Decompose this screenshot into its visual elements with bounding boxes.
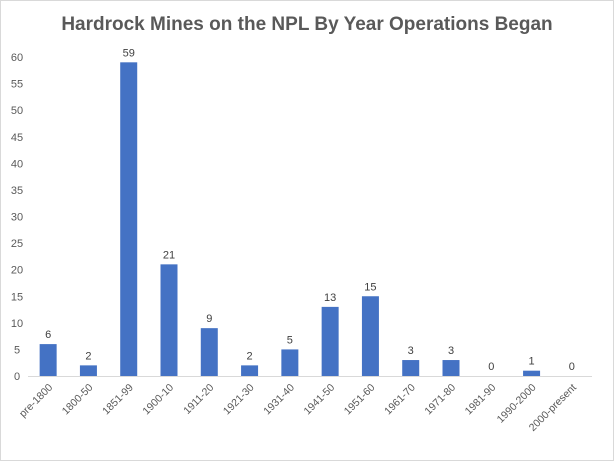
x-tick-label: 1951-60: [342, 382, 378, 418]
chart-title: Hardrock Mines on the NPL By Year Operat…: [61, 14, 553, 35]
data-label: 5: [287, 334, 293, 346]
bars: [39, 62, 541, 377]
bar: [200, 328, 218, 376]
bar: [39, 344, 57, 376]
x-tick-label: 1971-80: [422, 382, 458, 418]
data-label: 6: [45, 329, 51, 341]
x-tick-label: 1961-70: [382, 382, 418, 418]
bar: [160, 264, 178, 376]
x-tick-label: 1800-50: [60, 382, 96, 418]
data-label: 59: [123, 47, 135, 59]
x-tick-label: pre-1800: [17, 382, 55, 420]
x-tick-label: 1981-90: [463, 382, 499, 418]
data-label: 1: [529, 356, 535, 368]
y-tick-label: 35: [11, 185, 23, 197]
x-axis-ticks: pre-1800 1800-50 1851-99 1900-10 1911-20 1921…: [17, 382, 579, 434]
data-label: 3: [408, 345, 414, 357]
bar: [361, 296, 379, 376]
bar: [281, 349, 299, 376]
x-tick-label: 1931-40: [261, 382, 297, 418]
data-label: 0: [569, 361, 575, 373]
y-tick-label: 45: [11, 132, 23, 144]
y-tick-label: 5: [14, 344, 20, 356]
bar: [79, 365, 97, 376]
x-tick-label: 1911-20: [181, 382, 216, 417]
y-tick-label: 40: [11, 158, 23, 170]
x-tick-label: 1900-10: [140, 382, 176, 418]
y-tick-label: 30: [11, 212, 23, 224]
data-label: 2: [85, 350, 91, 362]
data-label: 2: [247, 350, 253, 362]
data-label: 0: [488, 361, 494, 373]
data-label: 21: [163, 249, 175, 261]
x-tick-label: 1941-50: [302, 382, 338, 418]
x-tick-label: 1921-30: [221, 382, 257, 418]
data-label: 9: [206, 313, 212, 325]
y-tick-label: 50: [11, 105, 23, 117]
bar: [321, 306, 339, 376]
y-tick-label: 10: [11, 318, 23, 330]
y-axis-ticks: 0 5 10 15 20 25 30 35 40 45 50 55 60: [11, 52, 23, 383]
bar: [523, 370, 541, 376]
x-tick-label: 1851-99: [100, 382, 136, 418]
y-tick-label: 55: [11, 79, 23, 91]
bar: [442, 360, 460, 376]
y-tick-label: 0: [14, 371, 20, 383]
data-label: 3: [448, 345, 454, 357]
data-label: 13: [324, 292, 336, 304]
y-tick-label: 20: [11, 265, 23, 277]
y-tick-label: 25: [11, 238, 23, 250]
y-tick-label: 15: [11, 291, 23, 303]
bar: [241, 365, 259, 376]
data-labels: 6 2 59 21 9 2 5 13 15 3 3 0 1 0: [45, 47, 575, 373]
data-label: 15: [364, 281, 376, 293]
y-tick-label: 60: [11, 52, 23, 64]
bar: [120, 62, 138, 377]
bar: [402, 360, 420, 376]
